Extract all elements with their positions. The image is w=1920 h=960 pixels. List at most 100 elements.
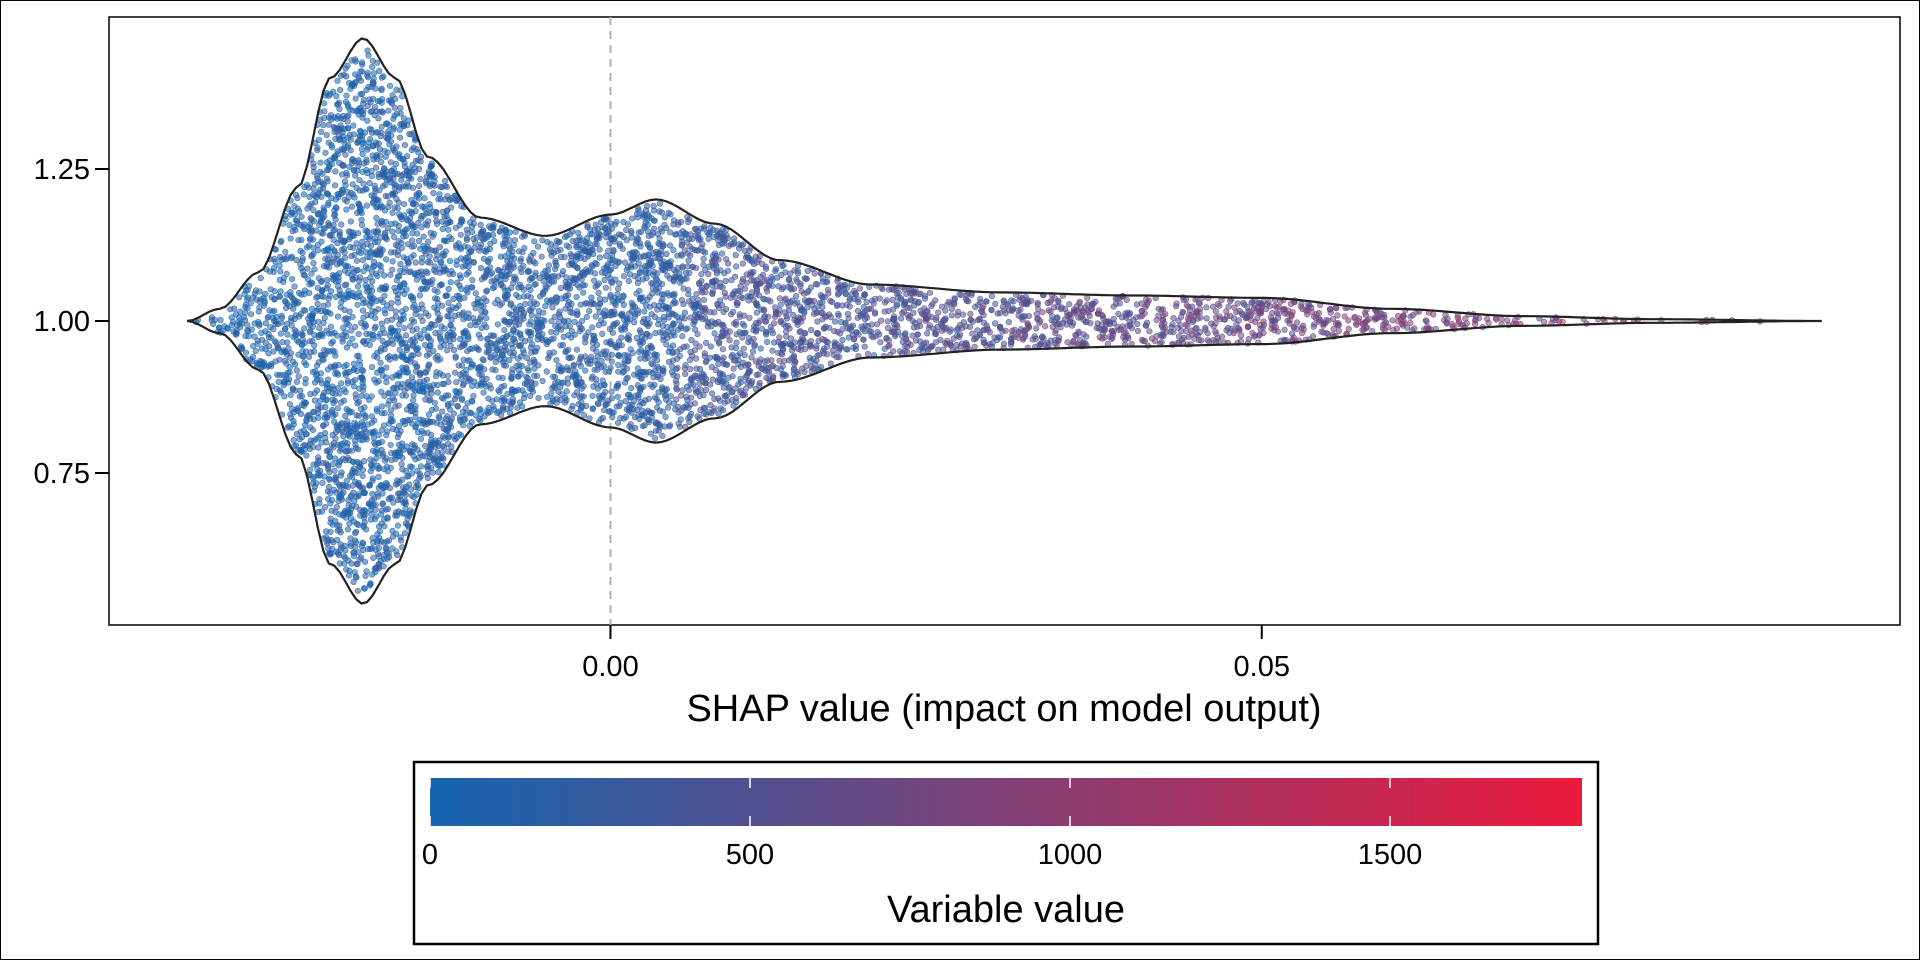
shap-point <box>577 353 585 361</box>
shap-point <box>687 394 695 401</box>
shap-point <box>373 214 380 221</box>
shap-point <box>383 256 390 263</box>
shap-point <box>507 300 515 307</box>
shap-point <box>740 312 748 319</box>
shap-point <box>245 333 252 340</box>
shap-point <box>417 245 424 252</box>
shap-point <box>676 352 684 360</box>
shap-point <box>744 339 752 346</box>
shap-point <box>352 529 359 537</box>
shap-point <box>1125 335 1132 342</box>
shap-point <box>410 297 417 304</box>
shap-point <box>378 320 385 327</box>
shap-point <box>417 313 424 320</box>
shap-point <box>1351 314 1358 322</box>
shap-point <box>320 293 327 300</box>
shap-point <box>436 243 444 251</box>
shap-point <box>620 218 627 226</box>
shap-point <box>1485 319 1492 327</box>
shap-point <box>511 335 518 343</box>
shap-point <box>414 446 421 453</box>
shap-point <box>293 378 301 385</box>
shap-point <box>527 286 534 294</box>
shap-point <box>1220 316 1228 323</box>
shap-point <box>690 320 697 328</box>
shap-point <box>424 243 431 250</box>
shap-point <box>359 151 366 158</box>
shap-point <box>791 358 799 365</box>
shap-point <box>615 361 622 369</box>
shap-point <box>622 398 629 405</box>
shap-point <box>363 202 371 209</box>
shap-point <box>688 336 695 344</box>
shap-point <box>363 330 370 338</box>
shap-point <box>963 297 970 305</box>
shap-point <box>291 203 298 210</box>
shap-point <box>508 284 515 292</box>
shap-point <box>637 243 644 250</box>
shap-point <box>321 100 328 107</box>
shap-point <box>389 545 396 552</box>
shap-point <box>352 95 359 102</box>
shap-point <box>814 318 821 325</box>
shap-point <box>739 278 746 285</box>
shap-point <box>777 318 784 326</box>
shap-point <box>328 550 335 557</box>
shap-point <box>341 282 348 289</box>
shap-point <box>454 403 462 410</box>
shap-point <box>308 252 315 259</box>
shap-point <box>336 287 343 294</box>
shap-point <box>628 385 635 392</box>
shap-point <box>861 291 868 298</box>
shap-point <box>477 221 484 228</box>
shap-point <box>555 362 562 369</box>
shap-point <box>719 346 727 353</box>
shap-point <box>460 380 467 387</box>
shap-point <box>954 325 962 332</box>
shap-point <box>967 310 974 318</box>
shap-point <box>266 343 273 350</box>
shap-point <box>300 442 307 450</box>
shap-point <box>1257 300 1264 307</box>
shap-point <box>590 383 597 390</box>
shap-point <box>1155 305 1162 312</box>
shap-point <box>389 266 396 273</box>
shap-point <box>819 299 826 306</box>
shap-point <box>412 424 419 431</box>
shap-point <box>619 245 626 252</box>
shap-point <box>300 191 308 198</box>
shap-point <box>1462 315 1469 322</box>
shap-point <box>540 309 547 316</box>
shap-point <box>685 387 692 394</box>
shap-point <box>369 332 377 339</box>
shap-point <box>698 244 705 251</box>
shap-point <box>672 268 680 276</box>
shap-point <box>596 246 603 253</box>
shap-point <box>364 69 371 76</box>
shap-point <box>685 257 692 264</box>
shap-point <box>740 345 747 352</box>
shap-point <box>338 445 345 452</box>
shap-point <box>689 295 696 303</box>
shap-point <box>598 351 605 358</box>
shap-point <box>926 289 934 296</box>
shap-point <box>325 121 332 128</box>
shap-point <box>630 371 638 378</box>
shap-point <box>359 380 366 387</box>
shap-point <box>1212 328 1219 335</box>
shap-point <box>1443 320 1450 327</box>
shap-point <box>475 346 482 354</box>
shap-point <box>298 213 305 220</box>
shap-point <box>358 374 365 381</box>
shap-point <box>877 339 884 346</box>
shap-point <box>314 387 321 394</box>
shap-point <box>1245 336 1252 343</box>
shap-point <box>286 376 293 383</box>
shap-point <box>437 335 444 342</box>
shap-point <box>275 378 282 386</box>
shap-point <box>313 373 320 380</box>
shap-point <box>669 357 677 364</box>
shap-point <box>464 284 471 291</box>
shap-point <box>862 322 869 329</box>
shap-point <box>563 388 570 395</box>
